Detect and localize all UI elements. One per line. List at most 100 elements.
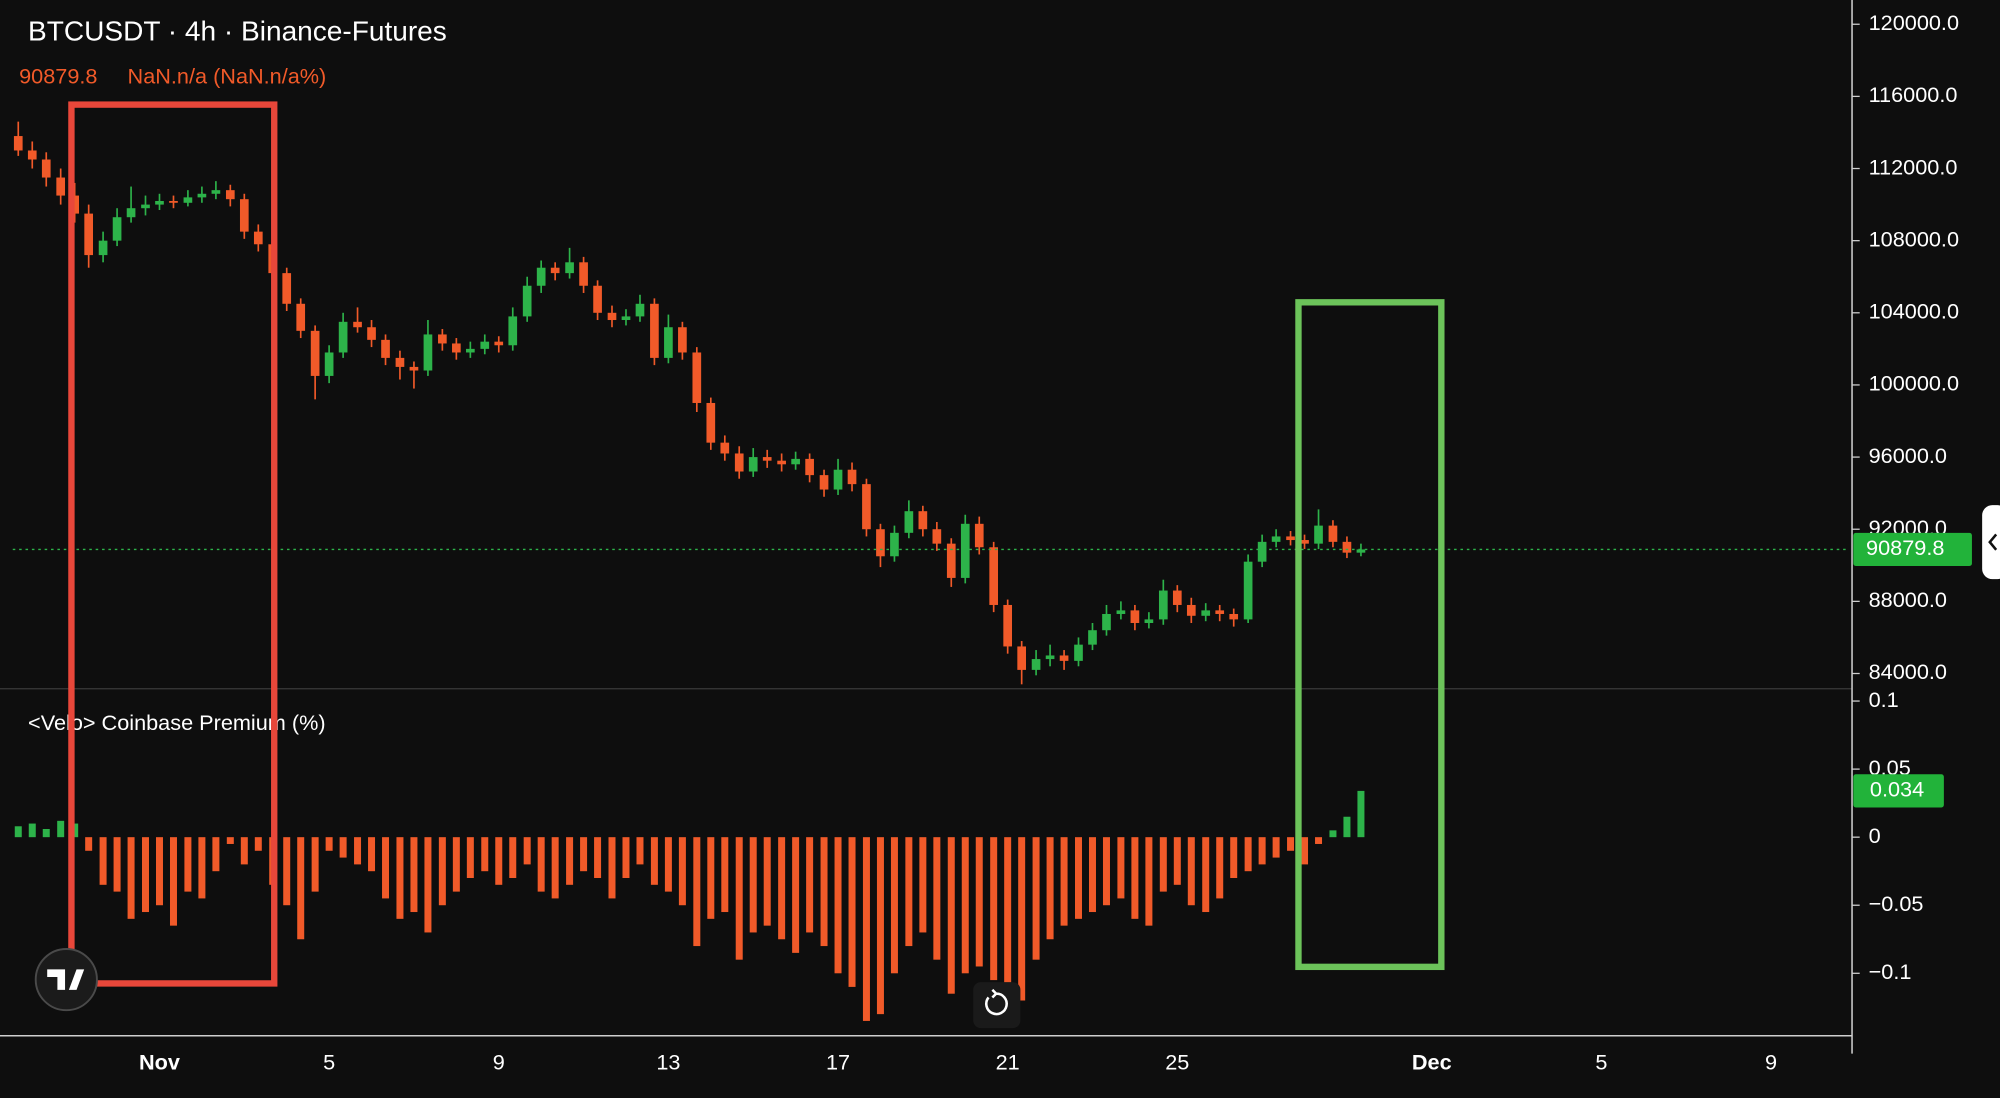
candle-body (1300, 540, 1309, 544)
reset-icon (985, 988, 1008, 1016)
candle-body (522, 285, 532, 317)
premium-bar (594, 837, 602, 879)
premium-bar (99, 837, 107, 885)
red-highlight-box (68, 101, 278, 987)
premium-bar (1004, 837, 1012, 1015)
candle-body (819, 475, 829, 490)
candle-body (381, 339, 390, 358)
y-tick-label: 0.1 (1869, 687, 1899, 712)
candle-body (70, 195, 80, 214)
reset-button[interactable] (973, 982, 1021, 1029)
y-tick-label: 0 (1869, 823, 1881, 848)
candle-body (98, 240, 108, 256)
candle-body (1045, 655, 1055, 660)
reset-button-bg[interactable] (973, 982, 1021, 1029)
premium-bar (608, 837, 616, 899)
y-tick-label: −0.05 (1869, 891, 1924, 916)
premium-bar (1230, 837, 1238, 879)
premium-bar (622, 837, 630, 879)
premium-bar (778, 837, 786, 940)
candle-body (847, 469, 857, 485)
candle-body (1257, 541, 1267, 562)
premium-bar (961, 837, 969, 974)
candle-body (706, 402, 716, 443)
candle-body (1158, 590, 1168, 620)
candle-body (960, 523, 970, 578)
x-tick-label: 25 (1165, 1050, 1189, 1075)
premium-bar (1173, 837, 1181, 885)
premium-bar (240, 837, 248, 865)
premium-bar (721, 837, 729, 913)
candle-body (1144, 619, 1154, 624)
candle-body (1059, 655, 1069, 661)
premium-bar (198, 837, 206, 899)
y-tick-label: 100000.0 (1869, 371, 1959, 396)
premium-bar (254, 837, 262, 851)
candle-body (155, 200, 164, 205)
candle-body (395, 357, 405, 367)
candle-body (1356, 549, 1366, 553)
premium-bar (396, 837, 404, 919)
candle-body (904, 511, 914, 533)
premium-bar (1357, 790, 1365, 838)
premium-bar (155, 837, 163, 906)
premium-bar (905, 837, 913, 947)
x-tick-label: 13 (656, 1050, 680, 1075)
premium-bar (169, 837, 177, 926)
premium-bar (438, 837, 446, 906)
candle-body (1130, 610, 1140, 624)
premium-bar (1145, 837, 1153, 926)
candle-body (296, 303, 306, 331)
premium-bar (1287, 837, 1295, 851)
premium-bar (382, 837, 390, 899)
candle-body (13, 136, 23, 151)
candle-body (324, 352, 334, 376)
premium-bar (1272, 837, 1280, 858)
premium-bar (523, 837, 531, 865)
premium-bar (368, 837, 376, 872)
premium-bar (1315, 837, 1323, 844)
premium-bar (1244, 837, 1252, 872)
candle-body (720, 442, 730, 454)
premium-bar (1074, 837, 1082, 919)
candle-body (84, 213, 94, 256)
candle-body (932, 529, 942, 544)
premium-bar (42, 829, 50, 838)
premium-bar (820, 837, 828, 947)
premium-bar (141, 837, 149, 913)
x-tick-label: 9 (1765, 1050, 1777, 1075)
premium-bar (749, 837, 757, 933)
candle-body (748, 457, 758, 472)
chart-title: BTCUSDT · 4h · Binance-Futures (28, 16, 447, 47)
candle-body (918, 511, 928, 530)
premium-bar (1187, 837, 1195, 906)
tradingview-logo[interactable] (34, 948, 98, 1012)
candle-body (565, 262, 574, 274)
collapse-icon (1988, 533, 1998, 551)
premium-bar (283, 837, 291, 906)
candle-body (1342, 541, 1352, 553)
candle-body (1031, 659, 1041, 670)
premium-bar (1032, 837, 1040, 960)
candle-body (734, 453, 744, 472)
premium-bar (1018, 837, 1026, 1001)
premium-bar (1088, 837, 1096, 913)
candle-body (1088, 630, 1097, 645)
premium-bar (184, 837, 192, 892)
candle-body (112, 217, 122, 241)
premium-label: 0.034 (1870, 777, 1924, 802)
candle-body (480, 341, 490, 349)
candle-body (466, 348, 475, 353)
candle-body (692, 352, 702, 403)
premium-bar (566, 837, 574, 885)
premium-bar (1046, 837, 1054, 940)
candle-body (452, 343, 461, 353)
logo-circle[interactable] (34, 948, 98, 1012)
candle-body (876, 529, 885, 557)
collapse-tab[interactable] (1982, 505, 2000, 580)
candle-body (494, 341, 504, 346)
y-tick-label: 120000.0 (1869, 10, 1959, 35)
candle-body (1201, 610, 1211, 616)
premium-bar (707, 837, 715, 919)
candle-body (664, 327, 673, 358)
